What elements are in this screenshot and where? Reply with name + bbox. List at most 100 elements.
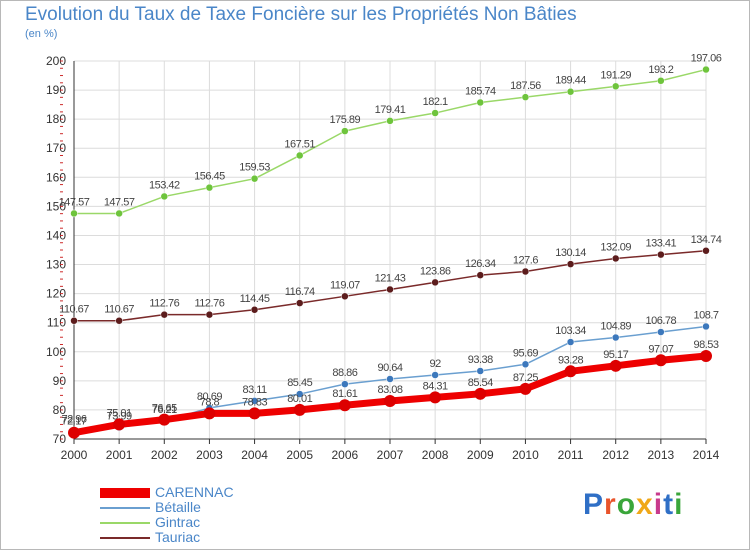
y-tick-label: 180 xyxy=(46,112,66,126)
data-point xyxy=(566,260,575,268)
data-point xyxy=(476,98,485,107)
data-label: 175.89 xyxy=(330,114,361,126)
data-point xyxy=(611,82,620,91)
data-label: 121.43 xyxy=(375,272,406,284)
data-label: 104.89 xyxy=(600,321,631,333)
logo-letter: t xyxy=(663,488,675,521)
logo-letter: x xyxy=(636,488,654,521)
data-label: 84.31 xyxy=(423,380,448,392)
data-point xyxy=(160,192,169,201)
x-tick-label: 2005 xyxy=(286,448,313,462)
data-point xyxy=(295,151,304,160)
y-tick-label: 170 xyxy=(46,141,66,155)
logo-letter: r xyxy=(604,488,617,521)
data-label: 98.53 xyxy=(693,339,718,351)
y-tick-label: 130 xyxy=(46,258,66,272)
data-point xyxy=(250,397,259,405)
data-point xyxy=(657,250,665,259)
legend-label: Gintrac xyxy=(155,514,201,530)
data-point xyxy=(476,271,485,279)
data-label: 156.45 xyxy=(194,171,225,183)
y-tick-label: 90 xyxy=(53,374,67,388)
data-point xyxy=(386,375,394,383)
logo-letter: i xyxy=(653,488,664,521)
legend-swatch xyxy=(100,521,150,524)
data-point xyxy=(293,403,306,416)
data-point xyxy=(205,183,214,192)
data-label: 75.01 xyxy=(107,407,132,419)
data-label: 110.67 xyxy=(104,304,134,316)
data-point xyxy=(70,316,78,325)
data-label: 87.25 xyxy=(513,372,538,384)
data-point xyxy=(702,247,710,255)
series-gintrac: 147.57 147.57 153.42 156.45 159.53 167.51 175.… xyxy=(59,53,722,218)
data-point xyxy=(657,328,665,336)
data-point xyxy=(654,354,667,367)
data-point xyxy=(521,360,530,369)
data-label: 80.01 xyxy=(287,393,312,405)
data-label: 182.1 xyxy=(423,96,448,108)
data-point xyxy=(566,87,575,96)
x-tick-label: 2007 xyxy=(377,448,404,462)
data-label: 72.96 xyxy=(61,413,86,425)
data-label: 76.21 xyxy=(152,404,177,416)
data-label: 83.08 xyxy=(377,384,402,396)
data-point xyxy=(474,387,487,400)
data-point xyxy=(521,267,530,276)
logo-letter: P xyxy=(583,488,605,521)
data-point xyxy=(341,292,349,301)
proxiti-logo: Proxiti xyxy=(583,488,683,522)
data-label: 95.69 xyxy=(513,347,538,359)
data-point xyxy=(521,93,530,101)
data-label: 72.17 xyxy=(61,416,86,428)
data-label: 80.69 xyxy=(197,391,222,403)
data-point xyxy=(386,285,394,294)
data-label: 83.11 xyxy=(242,384,267,396)
data-point xyxy=(429,391,442,404)
data-point xyxy=(702,322,710,331)
x-tick-label: 2000 xyxy=(61,448,88,462)
x-tick-label: 2014 xyxy=(693,448,720,462)
data-label: 110.67 xyxy=(59,304,89,316)
data-point xyxy=(295,299,304,307)
data-label: 123.86 xyxy=(420,265,451,277)
data-label: 85.45 xyxy=(287,377,312,389)
data-label: 78.83 xyxy=(242,396,267,408)
data-label: 159.53 xyxy=(239,162,270,174)
x-tick-label: 2006 xyxy=(332,448,359,462)
y-tick-label: 80 xyxy=(53,403,67,417)
data-label: 106.78 xyxy=(646,315,677,327)
y-tick-label: 160 xyxy=(46,170,66,184)
data-label: 103.34 xyxy=(555,325,586,337)
data-label: 93.28 xyxy=(558,354,583,366)
y-axis-unit-label: (en %) xyxy=(25,28,58,40)
line-chart: 7080901001101201301401501601701801902002… xyxy=(46,53,722,462)
logo-letter: o xyxy=(616,488,637,521)
data-label: 81.61 xyxy=(332,388,357,400)
chart-title: Evolution du Taux de Taxe Foncière sur l… xyxy=(25,4,577,25)
data-label: 85.54 xyxy=(468,377,493,389)
data-point xyxy=(341,127,349,135)
y-tick-label: 120 xyxy=(46,287,66,301)
data-label: 112.76 xyxy=(195,298,225,310)
x-tick-label: 2010 xyxy=(512,448,539,462)
data-label: 108.7 xyxy=(693,309,718,321)
data-label: 73.99 xyxy=(107,410,132,422)
legend-label: Bétaille xyxy=(155,499,201,515)
data-label: 191.29 xyxy=(600,69,631,81)
data-point xyxy=(68,426,80,439)
data-point xyxy=(160,310,169,319)
data-label: 116.74 xyxy=(285,286,315,298)
data-label: 112.76 xyxy=(149,298,179,310)
y-tick-label: 150 xyxy=(46,199,66,213)
data-label: 134.74 xyxy=(691,234,722,246)
legend-swatch xyxy=(100,487,150,498)
x-tick-label: 2009 xyxy=(467,448,494,462)
data-label: 193.2 xyxy=(648,64,673,76)
y-tick-label: 140 xyxy=(46,228,66,242)
series-tauriac: 110.67 110.67 112.76 112.76 114.45 116.74 119.… xyxy=(59,234,722,325)
data-label: 93.38 xyxy=(468,354,493,366)
data-label: 127.6 xyxy=(513,255,538,267)
y-tick-label: 110 xyxy=(47,316,66,330)
data-label: 132.09 xyxy=(600,241,631,253)
